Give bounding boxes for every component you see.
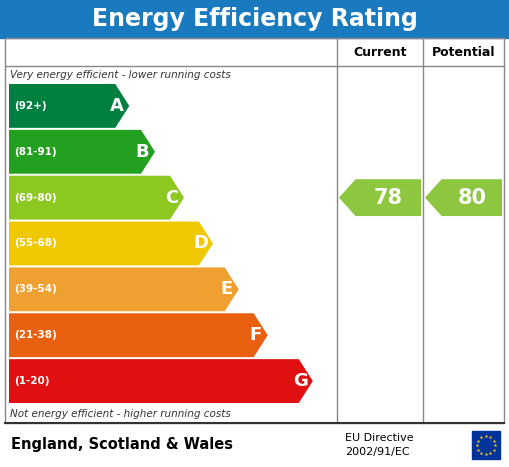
Text: (39-54): (39-54) bbox=[14, 284, 56, 294]
Polygon shape bbox=[9, 221, 213, 265]
Polygon shape bbox=[425, 179, 502, 216]
Bar bbox=[472, 431, 500, 459]
Text: B: B bbox=[135, 143, 149, 161]
Polygon shape bbox=[9, 268, 239, 311]
Polygon shape bbox=[9, 359, 313, 403]
Text: EU Directive
2002/91/EC: EU Directive 2002/91/EC bbox=[345, 433, 414, 457]
Polygon shape bbox=[9, 313, 268, 357]
Text: Not energy efficient - higher running costs: Not energy efficient - higher running co… bbox=[10, 409, 231, 419]
Text: (92+): (92+) bbox=[14, 101, 47, 111]
Text: Current: Current bbox=[353, 45, 407, 58]
Polygon shape bbox=[9, 176, 184, 219]
Bar bbox=[0, 0, 509, 38]
Text: Potential: Potential bbox=[432, 45, 495, 58]
Text: A: A bbox=[110, 97, 124, 115]
Bar bbox=[5, 38, 504, 423]
Text: G: G bbox=[293, 372, 307, 390]
Text: C: C bbox=[165, 189, 178, 206]
Text: (1-20): (1-20) bbox=[14, 376, 49, 386]
Text: Energy Efficiency Rating: Energy Efficiency Rating bbox=[92, 7, 417, 31]
Text: (21-38): (21-38) bbox=[14, 330, 56, 340]
Text: D: D bbox=[193, 234, 208, 253]
Text: (69-80): (69-80) bbox=[14, 193, 56, 203]
Text: Very energy efficient - lower running costs: Very energy efficient - lower running co… bbox=[10, 70, 231, 80]
Polygon shape bbox=[339, 179, 421, 216]
Polygon shape bbox=[9, 84, 129, 128]
Text: (55-68): (55-68) bbox=[14, 239, 56, 248]
Polygon shape bbox=[9, 130, 155, 174]
Text: 80: 80 bbox=[457, 188, 486, 208]
Text: England, Scotland & Wales: England, Scotland & Wales bbox=[11, 438, 233, 453]
Text: F: F bbox=[249, 326, 261, 344]
Text: E: E bbox=[220, 280, 232, 298]
Text: 78: 78 bbox=[374, 188, 403, 208]
Text: (81-91): (81-91) bbox=[14, 147, 56, 157]
